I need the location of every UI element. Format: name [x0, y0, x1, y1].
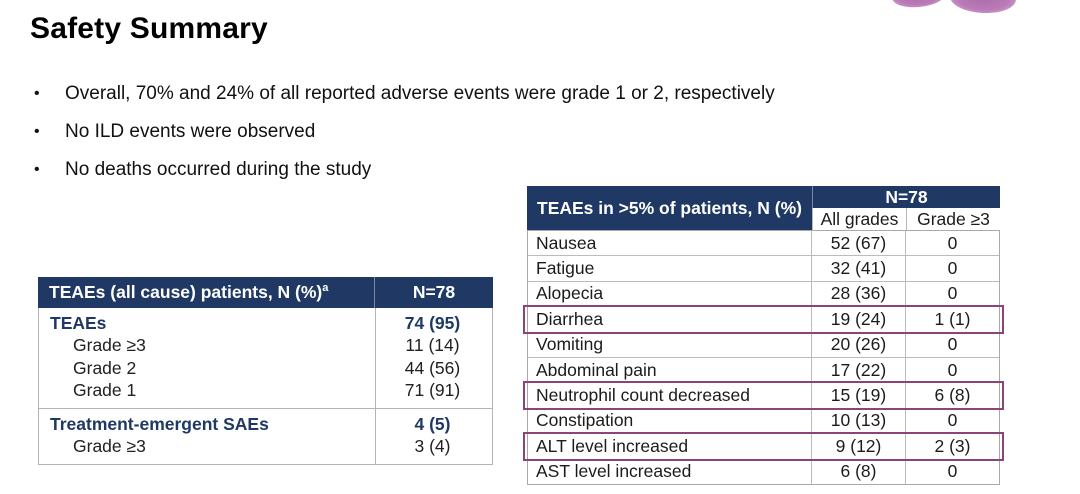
table-row: Nausea 52 (67) 0 — [528, 231, 999, 256]
page-title: Safety Summary — [30, 12, 268, 45]
subheader-grade-ge3: Grade ≥3 — [906, 208, 1000, 230]
row-value: 4 (5) — [414, 413, 451, 434]
cell-all-grades: 15 (19) — [811, 383, 905, 408]
bullet-list: Overall, 70% and 24% of all reported adv… — [34, 82, 974, 196]
table-header: TEAEs (all cause) patients, N (%)a N=78 — [38, 277, 493, 308]
row-value: 3 (4) — [414, 436, 451, 457]
header-label-text: TEAEs (all cause) patients, N (%) — [49, 282, 323, 302]
table-row-highlighted: ALT level increased 9 (12) 2 (3) — [523, 432, 1004, 461]
cell-grade-ge3: 0 — [905, 332, 999, 357]
header-n-col: N=78 — [812, 186, 1000, 208]
row-value: 44 (56) — [404, 357, 461, 378]
cell-grade-ge3: 0 — [905, 281, 999, 307]
table-body: Nausea 52 (67) 0 Fatigue 32 (41) 0 Alope… — [523, 230, 1004, 485]
bullet-text: No ILD events were observed — [65, 121, 316, 142]
cell-all-grades: 19 (24) — [811, 307, 905, 332]
table-row-highlighted: Neutrophil count decreased 15 (19) 6 (8) — [523, 381, 1004, 411]
row-label: AST level increased — [536, 461, 692, 482]
cell-grade-ge3: 2 (3) — [905, 434, 999, 459]
row-label: Alopecia — [536, 283, 604, 304]
table-row: Grade 1 71 (91) — [39, 380, 492, 403]
row-value: 71 (91) — [404, 380, 461, 401]
row-label: Neutrophil count decreased — [536, 385, 751, 406]
row-label: ALT level increased — [536, 435, 689, 456]
cell-grade-ge3: 6 (8) — [905, 383, 999, 408]
row-label: Treatment-emergent SAEs — [50, 413, 269, 434]
cell-grade-ge3: 0 — [905, 408, 999, 434]
bullet-marker — [34, 82, 65, 105]
cell-all-grades: 28 (36) — [811, 281, 905, 307]
header-group: N=78 All grades Grade ≥3 — [812, 186, 1000, 230]
table-row: AST level increased 6 (8) 0 — [528, 458, 999, 484]
table-row: Alopecia 28 (36) 0 — [528, 280, 999, 307]
cell-grade-ge3: 0 — [905, 231, 999, 256]
table-header: TEAEs in >5% of patients, N (%) N=78 All… — [527, 186, 1000, 230]
table-row: Treatment-emergent SAEs 4 (5) — [39, 413, 492, 436]
teae-all-cause-table: TEAEs (all cause) patients, N (%)a N=78 … — [38, 277, 493, 465]
bullet-item: Overall, 70% and 24% of all reported adv… — [34, 82, 974, 105]
header-label: TEAEs (all cause) patients, N (%)a — [38, 282, 374, 303]
cell-all-grades: 6 (8) — [811, 459, 905, 484]
row-label: Fatigue — [536, 258, 595, 279]
row-label: Nausea — [536, 232, 597, 253]
table-row: Constipation 10 (13) 0 — [528, 407, 999, 434]
table-row: Abdominal pain 17 (22) 0 — [528, 356, 999, 383]
bullet-text: No deaths occurred during the study — [65, 159, 372, 180]
row-label: TEAEs — [50, 312, 107, 333]
row-label: Vomiting — [536, 334, 604, 355]
table-body: TEAEs 74 (95) Grade ≥3 11 (14) Grade 2 4… — [38, 308, 493, 465]
table-row: Fatigue 32 (41) 0 — [528, 255, 999, 281]
teae-over-5pct-table: TEAEs in >5% of patients, N (%) N=78 All… — [523, 186, 1004, 485]
header-label: TEAEs in >5% of patients, N (%) — [527, 186, 812, 230]
row-label: Grade ≥3 — [73, 335, 146, 356]
row-label: Diarrhea — [536, 308, 604, 329]
table-row-highlighted: Diarrhea 19 (24) 1 (1) — [523, 305, 1004, 334]
subheader-all-grades: All grades — [812, 208, 906, 230]
table-row: TEAEs 74 (95) — [39, 312, 492, 335]
row-label: Grade 2 — [73, 357, 137, 378]
cell-all-grades: 10 (13) — [811, 408, 905, 434]
header-footnote-marker: a — [322, 282, 329, 295]
bullet-text: Overall, 70% and 24% of all reported adv… — [65, 83, 775, 104]
row-label: Abdominal pain — [536, 359, 657, 380]
cell-grade-ge3: 0 — [905, 256, 999, 281]
logo-lobe-right — [949, 0, 1016, 15]
subheader-row: All grades Grade ≥3 — [812, 208, 1000, 230]
table-row: Grade ≥3 3 (4) — [39, 436, 492, 459]
cell-all-grades: 32 (41) — [811, 256, 905, 281]
bullet-marker — [34, 158, 65, 181]
cell-all-grades: 52 (67) — [811, 231, 905, 256]
table-section: Treatment-emergent SAEs 4 (5) Grade ≥3 3… — [39, 408, 492, 464]
row-value: 11 (14) — [405, 335, 460, 356]
row-value: 74 (95) — [404, 312, 461, 333]
row-label: Grade 1 — [73, 380, 137, 401]
bullet-marker — [34, 120, 65, 143]
cell-all-grades: 9 (12) — [811, 434, 905, 459]
bullet-item: No deaths occurred during the study — [34, 158, 974, 181]
bullet-item: No ILD events were observed — [34, 120, 974, 143]
table-row: Grade 2 44 (56) — [39, 357, 492, 380]
cell-all-grades: 17 (22) — [811, 357, 905, 383]
row-label: Grade ≥3 — [73, 436, 146, 457]
cell-grade-ge3: 0 — [905, 459, 999, 484]
cell-all-grades: 20 (26) — [811, 332, 905, 357]
cell-grade-ge3: 1 (1) — [905, 307, 999, 332]
logo-lobe-left — [890, 0, 948, 10]
table-row: Vomiting 20 (26) 0 — [528, 331, 999, 357]
logo-ribbon-icon — [890, 0, 1016, 16]
row-label: Constipation — [536, 410, 634, 431]
table-section: TEAEs 74 (95) Grade ≥3 11 (14) Grade 2 4… — [39, 308, 492, 408]
table-row: Grade ≥3 11 (14) — [39, 335, 492, 358]
cell-grade-ge3: 0 — [905, 357, 999, 383]
header-n-col: N=78 — [374, 277, 493, 308]
